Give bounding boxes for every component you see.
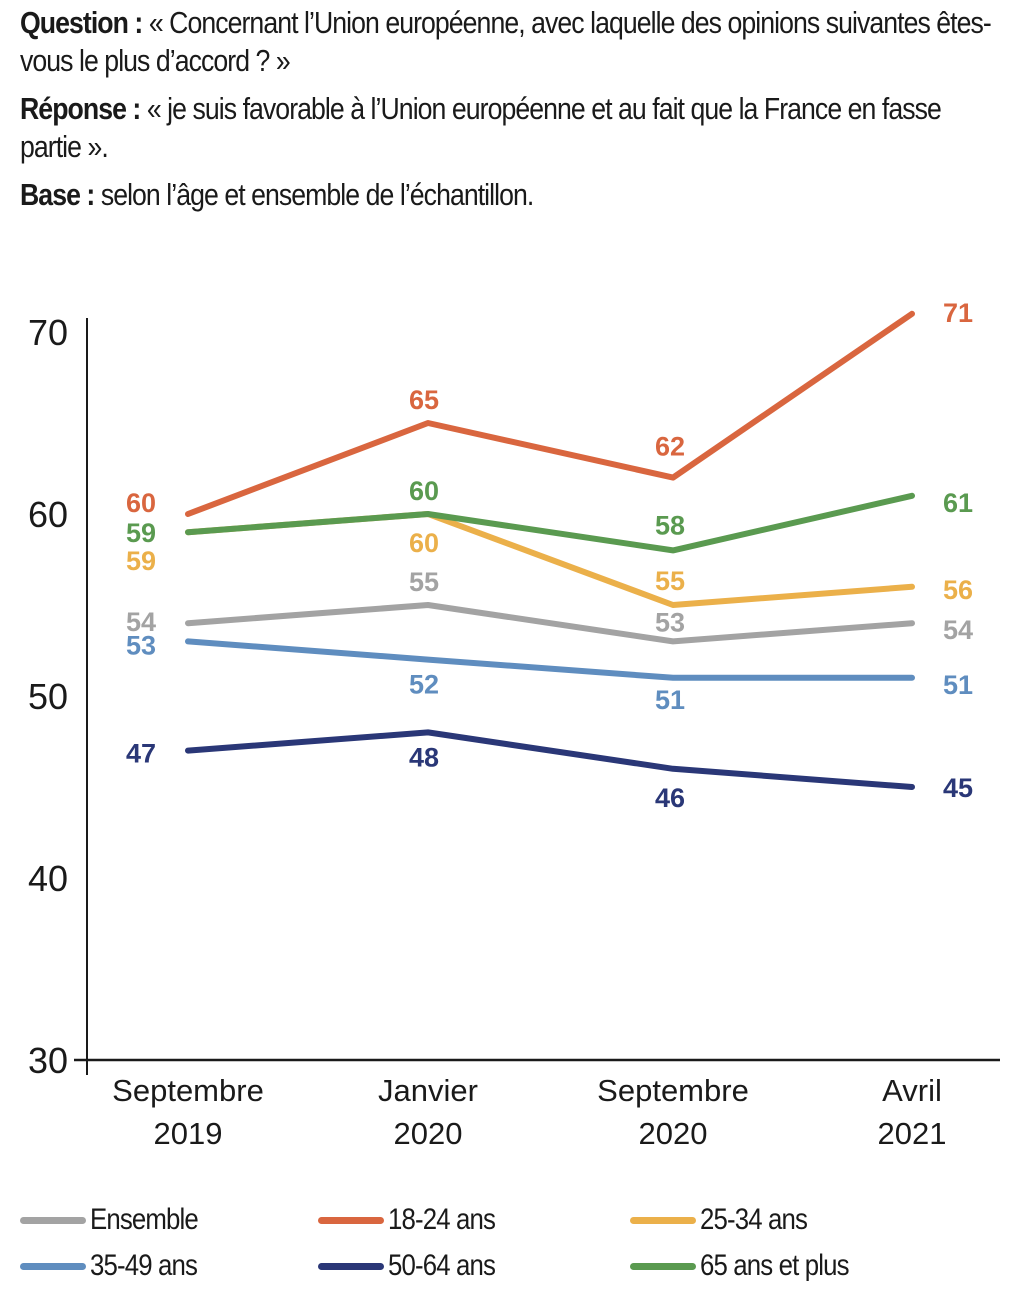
data-label: 54 (943, 615, 973, 645)
chart-header: Question : « Concernant l’Union européen… (20, 4, 1000, 224)
series-line (185, 729, 915, 790)
line-chart: 30 40 50 60 70 Septembre 2019 Janvier 2020 Septem… (28, 298, 1000, 1151)
legend-item: 18-24 ans (318, 1200, 512, 1240)
series-line (185, 602, 915, 645)
data-label: 65 (409, 385, 439, 415)
y-tick-label: 70 (28, 312, 68, 353)
data-label: 56 (943, 575, 973, 605)
y-tick-label: 50 (28, 676, 68, 717)
data-label: 46 (655, 783, 685, 813)
response-paragraph: Réponse : « je suis favorable à l’Union … (20, 90, 1000, 166)
y-tick-label: 60 (28, 494, 68, 535)
data-label: 55 (655, 566, 685, 596)
data-label: 55 (409, 567, 439, 597)
legend-item: 35-49 ans (20, 1246, 214, 1286)
legend-swatch (630, 1216, 696, 1224)
base-paragraph: Base : selon l’âge et ensemble de l’écha… (20, 176, 1000, 214)
data-label: 58 (655, 510, 685, 540)
legend-item: 65 ans et plus (630, 1246, 873, 1286)
question-label: Question : (20, 5, 143, 40)
legend-label: 18-24 ans (388, 1203, 496, 1236)
data-label: 61 (943, 488, 973, 518)
data-label: 54 (126, 607, 156, 637)
x-tick-label: 2019 (154, 1116, 223, 1151)
legend-item: 50-64 ans (318, 1246, 512, 1286)
x-tick-label: Septembre (597, 1073, 749, 1108)
x-tick-label: Janvier (378, 1073, 478, 1108)
x-tick-label: 2020 (394, 1116, 463, 1151)
data-label: 62 (655, 432, 685, 462)
legend-label: 25-34 ans (700, 1203, 808, 1236)
legend-label: 35-49 ans (90, 1249, 198, 1282)
data-label: 45 (943, 773, 973, 803)
legend-label: 50-64 ans (388, 1249, 496, 1282)
x-tick-label: 2021 (878, 1116, 947, 1151)
data-label: 53 (655, 607, 685, 637)
base-text: selon l’âge et ensemble de l’échantillon… (100, 177, 534, 212)
legend-item: Ensemble (20, 1200, 215, 1240)
response-text: « je suis favorable à l’Union européenne… (20, 91, 942, 164)
data-label: 59 (126, 518, 156, 548)
data-label: 53 (126, 630, 156, 660)
data-label: 71 (943, 298, 973, 328)
response-label: Réponse : (20, 91, 141, 126)
data-label: 51 (943, 670, 973, 700)
data-label: 52 (409, 670, 439, 700)
legend-item: 25-34 ans (630, 1200, 824, 1240)
series-line (185, 638, 915, 681)
data-label: 60 (126, 488, 156, 518)
x-tick-label: Septembre (112, 1073, 264, 1108)
question-text: « Concernant l’Union européenne, avec la… (20, 5, 992, 78)
series-line (185, 492, 915, 554)
legend-swatch (20, 1262, 86, 1270)
legend-label: 65 ans et plus (700, 1249, 849, 1282)
data-label: 48 (409, 742, 439, 772)
series-line (185, 511, 915, 608)
legend-swatch (20, 1216, 86, 1224)
legend-swatch (318, 1216, 384, 1224)
series-line (185, 310, 915, 517)
data-label: 47 (126, 739, 156, 769)
data-label: 60 (409, 476, 439, 506)
axes: 30 40 50 60 70 Septembre 2019 Janvier 2020 Septem… (28, 312, 1000, 1151)
y-tick-label: 30 (28, 1040, 68, 1081)
question-paragraph: Question : « Concernant l’Union européen… (20, 4, 1000, 80)
data-label: 59 (126, 546, 156, 576)
legend-swatch (630, 1262, 696, 1270)
x-tick-label: Avril (882, 1073, 942, 1108)
series-lines (185, 310, 915, 790)
data-label: 60 (409, 528, 439, 558)
legend-label: Ensemble (90, 1203, 199, 1236)
base-label: Base : (20, 177, 95, 212)
x-tick-label: 2020 (639, 1116, 708, 1151)
legend-swatch (318, 1262, 384, 1270)
y-tick-label: 40 (28, 858, 68, 899)
data-label: 51 (655, 685, 685, 715)
